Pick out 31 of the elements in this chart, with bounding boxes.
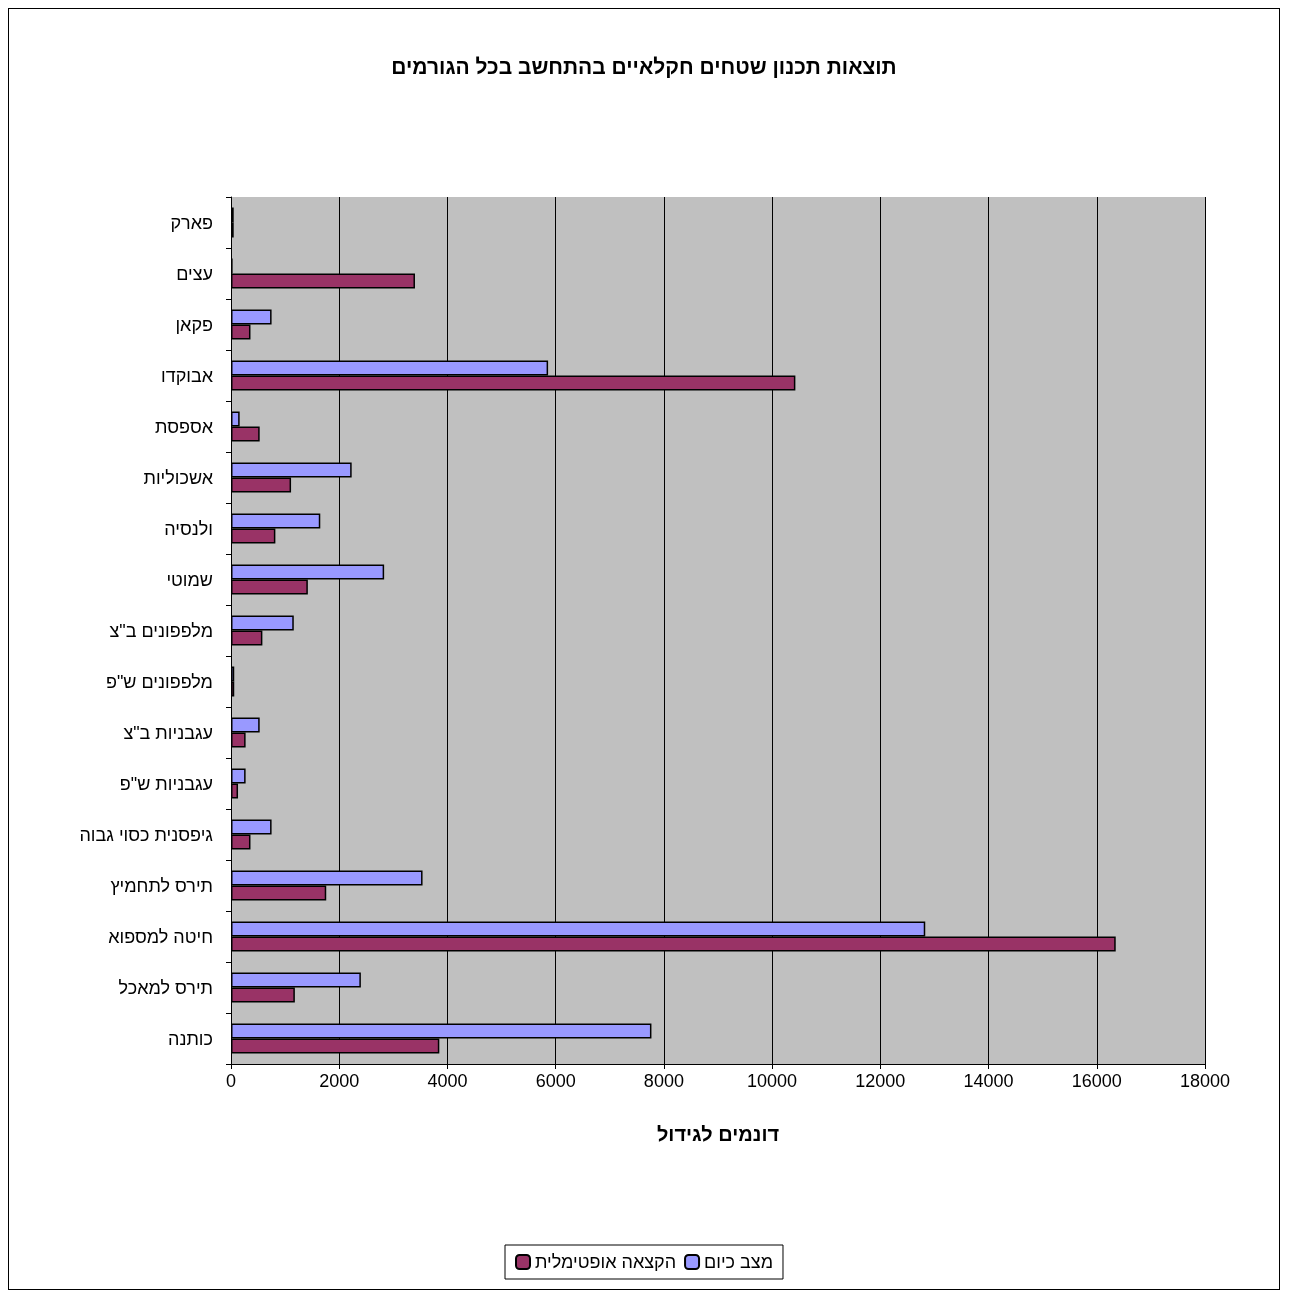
y-tick-label: עגבניות ש"פ	[119, 773, 213, 794]
x-tick-label: 8000	[643, 1071, 684, 1091]
x-tick-label: 6000	[535, 1071, 576, 1091]
y-tick-label: אספסת	[155, 416, 214, 437]
y-tick-label: פקאן	[175, 314, 213, 335]
x-tick-label: 16000	[1071, 1071, 1122, 1091]
x-tick-label: 10000	[747, 1071, 798, 1091]
legend-label: מצב כיום	[704, 1252, 773, 1272]
y-tick-label: כותנה	[168, 1028, 213, 1049]
x-tick-label: 2000	[319, 1071, 360, 1091]
legend-label: הקצאה אופטימלית	[535, 1252, 677, 1272]
y-tick-label: מלפפונים ש"פ	[105, 671, 213, 692]
y-tick-label: עגבניות ב"צ	[123, 722, 213, 743]
x-tick-label: 14000	[963, 1071, 1014, 1091]
y-tick-label: אבוקדו	[160, 365, 214, 386]
y-tick-label: שמוטי	[166, 569, 213, 590]
y-tick-label: פארק	[170, 212, 213, 233]
y-tick-label: מלפפונים ב"צ	[109, 620, 213, 641]
y-tick-label: תירס לתחמיץ	[110, 875, 213, 896]
y-tick-label: תירס למאכל	[118, 977, 213, 998]
x-tick-label: 0	[225, 1071, 237, 1091]
y-tick-label: ולנסיה	[164, 518, 213, 539]
y-tick-label: חיטה למספוא	[108, 926, 213, 947]
x-tick-label: 12000	[855, 1071, 906, 1091]
x-axis-title: דונמים לגידול	[656, 1123, 780, 1145]
y-tick-label: עצים	[176, 263, 213, 284]
y-tick-label: גיפסנית כסוי גבוה	[79, 824, 214, 845]
chart-title: תוצאות תכנון שטחים חקלאיים בהתחשב בכל הגורמים	[391, 55, 897, 78]
x-tick-label: 18000	[1179, 1071, 1231, 1091]
y-tick-label: אשכוליות	[143, 467, 214, 488]
x-tick-label: 4000	[427, 1071, 468, 1091]
